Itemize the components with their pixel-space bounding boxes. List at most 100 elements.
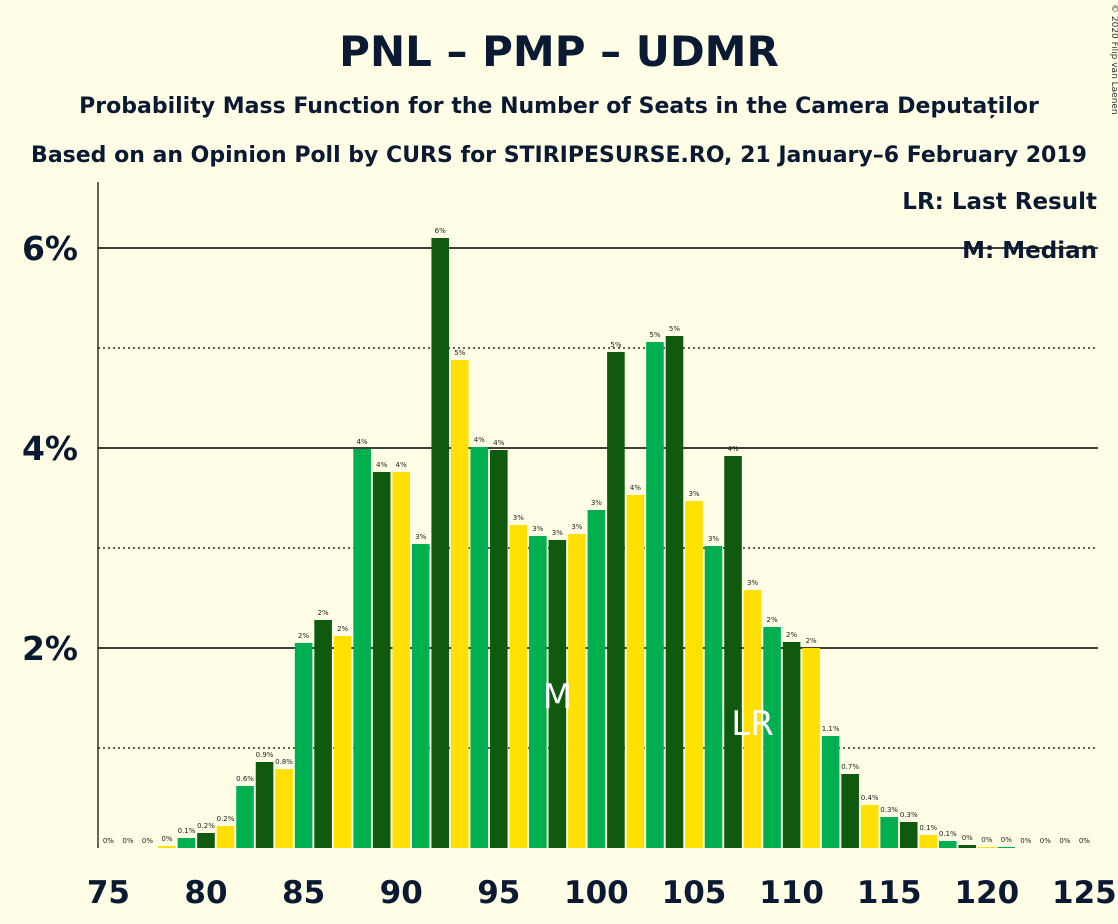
bar-label-95: 4% xyxy=(493,439,504,447)
chart-subtitle-2: Based on an Opinion Poll by CURS for STI… xyxy=(31,143,1087,168)
bar-label-109: 2% xyxy=(767,616,778,624)
bar-label-92: 6% xyxy=(435,227,446,235)
bar-label-90: 4% xyxy=(396,461,407,469)
bar-label-87: 2% xyxy=(337,625,348,633)
bar-label-91: 3% xyxy=(415,533,426,541)
bar-115 xyxy=(880,817,898,848)
copyright-text: © 2020 Filip van Laenen xyxy=(1109,4,1118,115)
bar-105 xyxy=(685,501,703,848)
bar-label-115: 0.3% xyxy=(880,806,898,814)
x-tick-label: 80 xyxy=(184,875,227,911)
bar-label-107: 4% xyxy=(727,445,738,453)
bar-99 xyxy=(568,534,586,848)
y-tick-label: 6% xyxy=(22,229,78,268)
x-tick-label: 115 xyxy=(857,875,922,911)
bar-85 xyxy=(294,643,313,848)
legend-median: M: Median xyxy=(962,238,1097,264)
bar-label-121: 0% xyxy=(1001,836,1012,844)
x-tick-label: 75 xyxy=(87,875,130,911)
bar-label-93: 5% xyxy=(454,349,465,357)
bar-label-96: 3% xyxy=(513,514,524,522)
axes: 2% 4% 6% 75 80 85 90 95 100 105 110 115 120 125 xyxy=(22,182,1117,911)
bar-label-85: 2% xyxy=(298,632,309,640)
bar-label-118: 0.1% xyxy=(939,830,957,838)
bar-81 xyxy=(216,826,235,848)
bar-label-124: 0% xyxy=(1059,837,1070,845)
x-tick-label: 120 xyxy=(954,875,1019,911)
bar-121 xyxy=(997,847,1016,848)
chart-title: PNL – PMP – UDMR xyxy=(339,27,779,76)
bar-label-79: 0.1% xyxy=(178,827,196,835)
bar-109 xyxy=(763,627,781,848)
bar-label-84: 0.8% xyxy=(275,758,293,766)
bar-label-114: 0.4% xyxy=(861,794,879,802)
x-tick-label: 95 xyxy=(477,875,520,911)
bar-label-120: 0% xyxy=(981,836,992,844)
bar-97 xyxy=(529,536,547,848)
bar-label-94: 4% xyxy=(474,436,485,444)
bar-87 xyxy=(333,636,352,848)
x-tick-label: 90 xyxy=(380,875,423,911)
bar-116 xyxy=(899,822,918,848)
x-tick-label: 100 xyxy=(564,875,629,911)
bar-96 xyxy=(509,525,528,848)
bar-78 xyxy=(158,846,176,848)
bar-label-125: 0% xyxy=(1079,837,1090,845)
markers: M LR xyxy=(543,677,774,744)
bar-label-117: 0.1% xyxy=(919,824,937,832)
bar-label-113: 0.7% xyxy=(841,763,859,771)
bar-93 xyxy=(450,360,469,848)
bar-label-75: 0% xyxy=(103,837,114,845)
bar-89 xyxy=(372,472,391,848)
bar-101 xyxy=(607,352,625,848)
bar-label-100: 3% xyxy=(591,499,602,507)
bar-83 xyxy=(255,762,274,848)
bar-108 xyxy=(743,590,762,848)
bars xyxy=(158,238,1016,848)
bar-92 xyxy=(431,238,450,848)
x-tick-label: 110 xyxy=(759,875,824,911)
bar-95 xyxy=(490,450,508,848)
chart-texts: PNL – PMP – UDMR Probability Mass Functi… xyxy=(31,4,1118,264)
bar-label-104: 5% xyxy=(669,325,680,333)
bar-120 xyxy=(978,847,996,848)
x-tick-label: 85 xyxy=(282,875,325,911)
bar-112 xyxy=(821,736,840,848)
chart-subtitle: Probability Mass Function for the Number… xyxy=(79,94,1039,119)
bar-label-112: 1.1% xyxy=(822,725,840,733)
bar-label-78: 0% xyxy=(161,835,172,843)
bar-91 xyxy=(411,544,430,848)
bar-82 xyxy=(236,786,254,848)
bar-86 xyxy=(314,620,332,848)
bar-label-119: 0% xyxy=(962,834,973,842)
bar-113 xyxy=(841,774,859,848)
bar-label-105: 3% xyxy=(688,490,699,498)
bar-104 xyxy=(665,336,684,848)
bar-label-111: 2% xyxy=(806,637,817,645)
bar-label-110: 2% xyxy=(786,631,797,639)
bar-79 xyxy=(177,838,196,848)
bar-label-89: 4% xyxy=(376,461,387,469)
bar-106 xyxy=(704,546,723,848)
bar-110 xyxy=(782,642,801,848)
median-marker: M xyxy=(543,677,572,717)
bar-label-86: 2% xyxy=(318,609,329,617)
bar-label-106: 3% xyxy=(708,535,719,543)
bar-118 xyxy=(938,841,957,848)
y-tick-label: 4% xyxy=(22,429,78,468)
bar-98 xyxy=(548,540,567,848)
x-tick-label: 105 xyxy=(662,875,727,911)
bar-label-88: 4% xyxy=(357,438,368,446)
legend-last-result: LR: Last Result xyxy=(902,189,1097,215)
bar-label-81: 0.2% xyxy=(217,815,235,823)
bar-label-99: 3% xyxy=(571,523,582,531)
bar-label-76: 0% xyxy=(122,837,133,845)
bar-label-102: 4% xyxy=(630,484,641,492)
bar-label-97: 3% xyxy=(532,525,543,533)
y-tick-label: 2% xyxy=(22,629,78,668)
bar-107 xyxy=(724,456,742,848)
bar-label-77: 0% xyxy=(142,837,153,845)
bar-90 xyxy=(392,472,410,848)
bar-label-98: 3% xyxy=(552,529,563,537)
